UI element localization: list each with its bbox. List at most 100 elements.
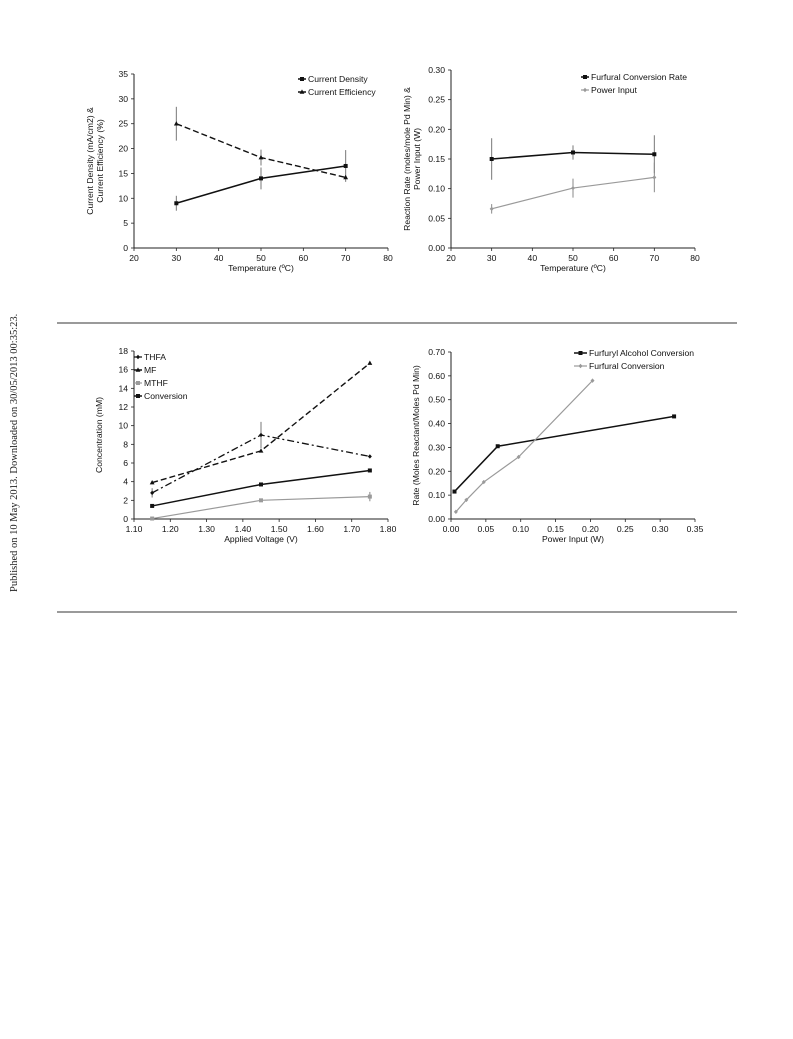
data-point (672, 414, 677, 419)
data-point (481, 479, 486, 485)
legend-marker (136, 354, 140, 360)
y-axis-title: Reaction Rate (moles/mole Pd Min) &Power… (402, 87, 422, 231)
x-axis-title: Temperature (ºC) (228, 263, 294, 273)
data-point (149, 480, 155, 485)
x-tick-label: 60 (299, 253, 309, 263)
data-point (516, 454, 521, 460)
legend-label: Furfuryl Alcohol Conversion (589, 348, 694, 358)
legend-marker (583, 75, 587, 79)
y-tick-label: 0.25 (428, 95, 445, 105)
y-axis-title-line: Concentration (mM) (94, 397, 104, 473)
x-tick-label: 30 (487, 253, 497, 263)
x-tick-label: 1.20 (162, 524, 179, 534)
legend-marker (300, 77, 304, 81)
x-tick-label: 1.60 (307, 524, 324, 534)
y-axis-title-line: Current Density (mA/cm2) & (85, 107, 95, 215)
y-axis-title: Current Density (mA/cm2) &Current Effici… (85, 107, 105, 215)
y-tick-label: 0.40 (428, 419, 445, 429)
data-point (174, 201, 179, 206)
legend-label: THFA (144, 352, 166, 362)
legend-marker (578, 351, 583, 355)
y-tick-label: 6 (123, 458, 128, 468)
x-tick-label: 1.40 (234, 524, 251, 534)
legend-marker (135, 367, 141, 372)
y-tick-label: 0 (123, 514, 128, 524)
legend-item: Furfural Conversion (574, 361, 665, 371)
x-tick-label: 30 (172, 253, 182, 263)
legend-label: Current Efficiency (308, 87, 376, 97)
y-axis-title-line: Reaction Rate (moles/mole Pd Min) & (402, 87, 412, 231)
x-tick-label: 0.35 (687, 524, 704, 534)
legend-label: Furfural Conversion Rate (591, 72, 687, 82)
data-point (343, 163, 348, 168)
y-tick-label: 0 (123, 243, 128, 253)
series-mthf (150, 491, 372, 521)
y-axis-title-line: Current Efficiency (%) (95, 119, 105, 203)
data-point (259, 432, 263, 438)
y-tick-label: 35 (118, 69, 128, 79)
y-tick-label: 0.00 (428, 514, 445, 524)
legend-marker (136, 381, 140, 385)
y-tick-label: 8 (123, 439, 128, 449)
section-divider (57, 611, 737, 613)
data-point (489, 157, 494, 161)
data-point (367, 494, 372, 499)
x-tick-label: 20 (129, 253, 139, 263)
data-point (150, 503, 155, 508)
data-point (173, 121, 179, 126)
x-axis-title: Applied Voltage (V) (224, 534, 298, 544)
y-tick-label: 0.00 (428, 243, 445, 253)
y-tick-label: 0.15 (428, 154, 445, 164)
legend-item: THFA (134, 352, 166, 362)
series-mf (149, 360, 373, 485)
y-tick-label: 0.60 (428, 371, 445, 381)
x-tick-label: 0.20 (582, 524, 599, 534)
chart-voltage-concentration: 0 2 4 6 8 10 12 14 16 18 1.10 1.20 1.30 1.40 1.50 1.60 1… (94, 346, 397, 544)
y-tick-label: 12 (118, 402, 128, 412)
y-tick-label: 2 (123, 495, 128, 505)
legend-label: Furfural Conversion (589, 361, 665, 371)
x-tick-label: 0.00 (443, 524, 460, 534)
y-tick-label: 16 (118, 365, 128, 375)
y-tick-label: 25 (118, 119, 128, 129)
series-line (453, 415, 675, 493)
legend-label: Power Input (591, 85, 637, 95)
data-point (495, 444, 500, 449)
series-line (455, 380, 593, 513)
y-tick-label: 0.30 (428, 442, 445, 452)
x-tick-label: 60 (609, 253, 619, 263)
data-point (367, 454, 372, 459)
data-point (489, 206, 494, 212)
legend-item: Conversion (134, 391, 188, 401)
y-tick-label: 0.20 (428, 124, 445, 134)
x-axis-title: Power Input (W) (542, 534, 604, 544)
data-point (452, 489, 457, 494)
data-point (367, 360, 373, 365)
x-tick-label: 0.30 (652, 524, 669, 534)
x-tick-label: 80 (383, 253, 393, 263)
legend-marker (299, 89, 305, 94)
x-tick-label: 1.10 (126, 524, 143, 534)
x-tick-label: 40 (528, 253, 538, 263)
y-tick-label: 0.20 (428, 466, 445, 476)
data-point (150, 490, 155, 496)
series-power-input (489, 162, 657, 214)
data-point (367, 468, 372, 473)
y-tick-label: 0.50 (428, 395, 445, 405)
publication-side-note: Published on 10 May 2013. Downloaded on … (9, 314, 20, 592)
legend-label: MTHF (144, 378, 168, 388)
legend-marker (136, 394, 140, 398)
y-axis-title-line: Power Input (W) (412, 128, 422, 190)
data-point (343, 174, 349, 180)
y-tick-label: 0.10 (428, 184, 445, 194)
legend-item: Furfural Conversion Rate (581, 72, 687, 82)
y-tick-label: 10 (118, 421, 128, 431)
data-point (259, 482, 263, 487)
x-tick-label: 50 (568, 253, 578, 263)
y-tick-label: 5 (123, 218, 128, 228)
legend-label: MF (144, 365, 156, 375)
y-axis-title: Rate (Moles Reactant/Moles Pd Min) (411, 365, 421, 506)
side-note-text: Published on 10 May 2013. Downloaded on … (9, 314, 20, 592)
data-point (258, 448, 264, 453)
x-tick-label: 0.05 (477, 524, 494, 534)
